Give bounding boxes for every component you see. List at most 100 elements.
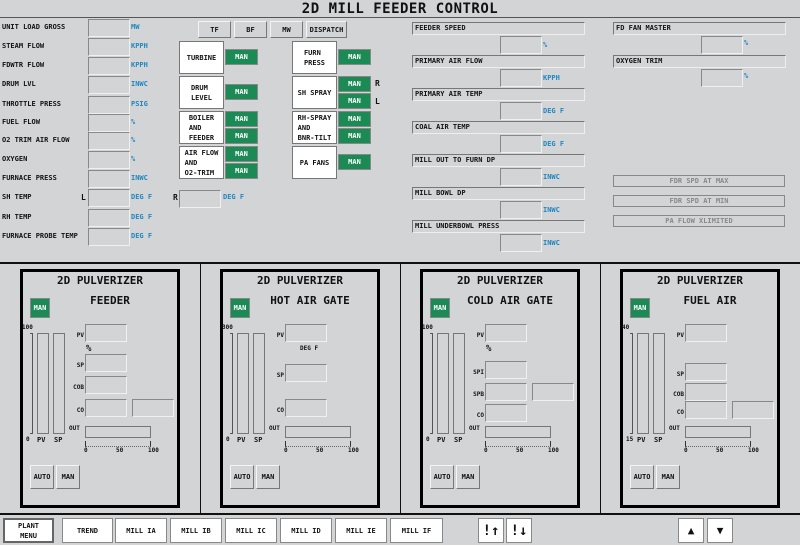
- auto-button[interactable]: AUTO: [630, 465, 654, 489]
- mill-value-field: [500, 168, 542, 186]
- nav-button-mill-ic[interactable]: MILL IC: [225, 518, 277, 543]
- auto-button[interactable]: AUTO: [430, 465, 454, 489]
- mill-value-field: [500, 69, 542, 87]
- alarm-up-button[interactable]: !↑: [478, 518, 504, 543]
- man-button[interactable]: MAN: [225, 111, 258, 127]
- pv-label: UNIT LOAD GROSS: [2, 23, 66, 31]
- nav-button-mill-id[interactable]: MILL ID: [280, 518, 332, 543]
- out-scale-label: 50: [716, 447, 724, 454]
- nav-button-mill-ib[interactable]: MILL IB: [170, 518, 222, 543]
- field-box-extra: [732, 401, 774, 419]
- field-label: PV: [676, 332, 684, 339]
- man-button[interactable]: MAN: [225, 163, 258, 179]
- man-button[interactable]: MAN: [56, 465, 80, 489]
- field-label: SPI: [473, 369, 484, 376]
- loop-label-box: TURBINE: [179, 41, 224, 74]
- pv-bar: [37, 333, 49, 434]
- man-button[interactable]: MAN: [225, 84, 258, 100]
- pv-label: FDWTR FLOW: [2, 61, 45, 69]
- bar-label-pv: PV: [437, 436, 446, 444]
- man-button[interactable]: MAN: [225, 128, 258, 144]
- field-label: SP: [676, 371, 684, 378]
- out-scale: [685, 441, 751, 447]
- page-down-button[interactable]: ▼: [707, 518, 733, 543]
- out-label: OUT: [669, 425, 680, 432]
- nav-button-mill-ie[interactable]: MILL IE: [335, 518, 387, 543]
- sp-bar: [253, 333, 265, 434]
- pv-value-field: [88, 19, 130, 37]
- field-box: [485, 404, 527, 422]
- man-button[interactable]: MAN: [225, 146, 258, 162]
- mill-value-field: [500, 234, 542, 252]
- auto-button[interactable]: AUTO: [30, 465, 54, 489]
- mode-button-tf[interactable]: TF: [198, 21, 231, 38]
- out-scale-label: 100: [748, 447, 759, 454]
- faceplate-title: 2D PULVERIZER: [56, 274, 144, 287]
- pv-label: O2 TRIM AIR FLOW: [2, 136, 70, 144]
- loop-label-box: RH-SPRAY AND BNR-TILT: [292, 111, 337, 144]
- pv-label: RH TEMP: [2, 213, 32, 221]
- scale-min: 0: [426, 436, 430, 443]
- mode-button-mw[interactable]: MW: [270, 21, 303, 38]
- man-button[interactable]: MAN: [338, 49, 371, 65]
- pv-unit: DEG F: [131, 213, 153, 221]
- man-button[interactable]: MAN: [225, 49, 258, 65]
- faceplate-frame: [620, 269, 780, 508]
- man-button[interactable]: MAN: [338, 111, 371, 127]
- scale-axis: [430, 333, 433, 434]
- plant-menu-button[interactable]: PLANT MENU: [3, 518, 54, 543]
- sp-bar: [653, 333, 665, 434]
- mill-value-field: [500, 36, 542, 54]
- field-box: [85, 376, 127, 394]
- field-box-extra: [132, 399, 174, 417]
- faceplate-subtitle: FEEDER: [90, 294, 130, 307]
- loop-label-box: BOILER AND FEEDER: [179, 111, 224, 144]
- nav-button-mill-ia[interactable]: MILL IA: [115, 518, 167, 543]
- auto-button[interactable]: AUTO: [230, 465, 254, 489]
- man-button[interactable]: MAN: [456, 465, 480, 489]
- field-box: [85, 399, 127, 417]
- man-button[interactable]: MAN: [656, 465, 680, 489]
- field-label: SPB: [473, 391, 484, 398]
- pv-bar: [437, 333, 449, 434]
- field-label: SP: [276, 372, 284, 379]
- pv-bar: [237, 333, 249, 434]
- pv-value-field: [88, 228, 130, 246]
- fan-unit: %: [744, 39, 749, 47]
- out-scale-label: 100: [548, 447, 559, 454]
- man-button[interactable]: MAN: [338, 93, 371, 109]
- faceplate-frame: [220, 269, 380, 508]
- alarm-down-button[interactable]: !↓: [506, 518, 532, 543]
- mode-indicator: MAN: [230, 298, 250, 318]
- pv-unit: MW: [131, 23, 140, 31]
- pv-label: THROTTLE PRESS: [2, 100, 62, 108]
- bar-label-pv: PV: [37, 436, 46, 444]
- field-label: COB: [73, 384, 84, 391]
- loop-label-box: FURN PRESS: [292, 41, 337, 74]
- field-label: PV: [276, 332, 284, 339]
- page-up-button[interactable]: ▲: [678, 518, 704, 543]
- mode-button-bf[interactable]: BF: [234, 21, 267, 38]
- mode-button-dispatch[interactable]: DISPATCH: [306, 21, 347, 38]
- field-box: [285, 399, 327, 417]
- scale-axis: [630, 333, 633, 434]
- unit-label: DEG F: [300, 345, 319, 352]
- nav-button-trend[interactable]: TREND: [62, 518, 113, 543]
- loop-label-box: DRUM LEVEL: [179, 76, 224, 109]
- man-button[interactable]: MAN: [338, 154, 371, 170]
- field-box: [485, 361, 527, 379]
- bar-label-sp: SP: [54, 436, 63, 444]
- out-label: OUT: [269, 425, 280, 432]
- pv-bar: [637, 333, 649, 434]
- man-button[interactable]: MAN: [338, 128, 371, 144]
- man-button[interactable]: MAN: [256, 465, 280, 489]
- nav-button-mill-if[interactable]: MILL IF: [390, 518, 443, 543]
- pv-label: SH TEMP: [2, 193, 32, 201]
- out-scale-label: 0: [284, 447, 288, 454]
- status-indicator: PA FLOW XLIMITED: [613, 215, 785, 227]
- scale-max: 100: [422, 324, 433, 331]
- man-button[interactable]: MAN: [338, 76, 371, 92]
- bar-label-sp: SP: [454, 436, 463, 444]
- pv-label: STEAM FLOW: [2, 42, 45, 50]
- divider: [200, 263, 201, 513]
